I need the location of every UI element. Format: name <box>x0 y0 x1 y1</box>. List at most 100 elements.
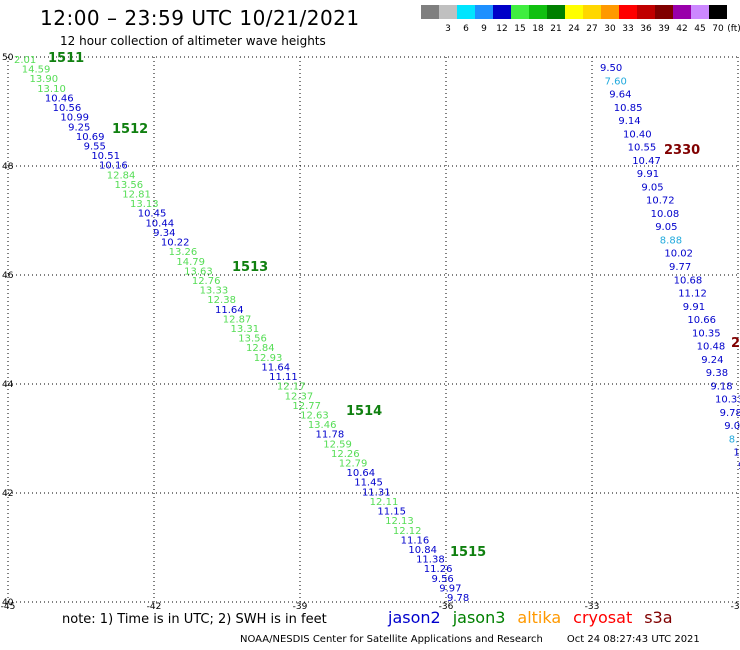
wave-height-value: 9.25 <box>68 122 90 133</box>
longitude-tick: -39 <box>293 602 308 610</box>
axis-tick-labels: -45 -42 -39 -36 -33 -30 50 48 46 44 42 40 <box>1 53 740 610</box>
wave-height-map: -45 -42 -39 -36 -33 -30 50 48 46 44 42 40 2.0114.59… <box>1 51 740 610</box>
satellite-legend: jason2 jason3 altika cryosat s3a <box>388 608 685 627</box>
color-scale-swatch <box>439 5 457 19</box>
pass-number-label: 2330 <box>664 143 700 158</box>
color-scale-swatch <box>601 5 619 19</box>
color-scale-label: 39 <box>658 24 670 34</box>
wave-height-value: 12.26 <box>331 449 360 460</box>
wave-height-value: 12.81 <box>122 190 151 201</box>
wave-height-value: 13.13 <box>130 199 159 210</box>
wave-height-value: 8.88 <box>660 235 682 246</box>
wave-height-value: 12.79 <box>339 459 368 470</box>
legend-entry: s3a <box>644 608 673 627</box>
wave-height-value: 10.44 <box>145 218 174 229</box>
color-scale-unit: (ft) <box>727 24 740 34</box>
color-scale-label: 42 <box>676 24 688 34</box>
color-scale-swatch <box>565 5 583 19</box>
color-scale-swatch <box>637 5 655 19</box>
generated-timestamp: Oct 24 08:27:43 UTC 2021 <box>566 634 700 645</box>
color-scale-label: 18 <box>532 24 544 34</box>
color-scale-label: 33 <box>622 24 634 34</box>
wave-height-value: 10.56 <box>53 103 82 114</box>
longitude-tick: -33 <box>585 602 600 610</box>
color-scale-swatch <box>475 5 493 19</box>
wave-height-value: 13.90 <box>29 74 58 85</box>
longitude-tick: -36 <box>439 602 454 610</box>
legend-entry: jason3 <box>452 608 506 627</box>
wave-height-value: 12.77 <box>292 401 321 412</box>
wave-height-value: 9.91 <box>637 169 659 180</box>
wave-height-value: 11.16 <box>401 535 430 546</box>
wave-height-value: 10.22 <box>161 238 190 249</box>
wave-height-value: 9.38 <box>706 368 728 379</box>
wave-height-value: 12.87 <box>223 314 252 325</box>
legend-entry: altika <box>517 608 562 627</box>
wave-height-value: 11.31 <box>362 487 391 498</box>
credit-org: NOAA/NESDIS Center for Satellite Applica… <box>240 634 543 645</box>
wave-height-value: 2.01 <box>14 55 36 66</box>
wave-height-value: 9.55 <box>84 141 106 152</box>
pass-labels: 1511 1512 1513 1514 1515 2330 2 <box>48 51 740 560</box>
wave-height-value: 12.38 <box>207 295 236 306</box>
latitude-tick: 46 <box>2 271 14 281</box>
wave-height-value: 11.64 <box>261 362 290 373</box>
longitude-tick: -42 <box>147 602 162 610</box>
wave-height-value: 11.38 <box>416 555 445 566</box>
color-scale-label: 12 <box>496 24 508 34</box>
color-scale-swatch <box>493 5 511 19</box>
wave-height-value: 9.05 <box>655 222 677 233</box>
latitude-tick: 48 <box>2 162 14 172</box>
wave-height-value: 10.08 <box>651 209 680 220</box>
wave-height-value: 11.78 <box>316 430 345 441</box>
credit-line: NOAA/NESDIS Center for Satellite Applica… <box>240 634 700 645</box>
longitude-tick: -45 <box>1 602 16 610</box>
color-scale-label: 3 <box>445 24 451 34</box>
color-scale-swatch <box>655 5 673 19</box>
map-title: 12:00 – 23:59 UTC 10/21/2021 <box>40 6 360 30</box>
color-scale-label: 21 <box>550 24 562 34</box>
pass-number-label: 1512 <box>112 122 148 137</box>
wave-height-value: 9.97 <box>439 583 461 594</box>
wave-height-value: 13.10 <box>37 84 66 95</box>
wave-height-value: 10.40 <box>623 129 652 140</box>
wave-height-value: 11.12 <box>678 289 707 300</box>
latitude-tick: 50 <box>2 53 14 63</box>
wave-height-value: 13.33 <box>200 286 229 297</box>
wave-height-value: 11.64 <box>215 305 244 316</box>
color-scale-label: 6 <box>463 24 469 34</box>
wave-height-value: 10.84 <box>408 545 437 556</box>
color-scale-swatch <box>583 5 601 19</box>
color-scale-label: 27 <box>586 24 598 34</box>
wave-height-value: 10.45 <box>138 209 167 220</box>
wave-height-value: 7.60 <box>605 76 627 87</box>
wave-height-value: 11.45 <box>354 478 383 489</box>
color-scale-label: 70 <box>712 24 724 34</box>
pass-number-label: 2 <box>731 336 740 351</box>
satellite-track-a: 2.0114.5913.9013.1010.4610.5610.999.2510… <box>14 55 469 604</box>
wave-height-value: 12.13 <box>385 516 414 527</box>
map-subtitle: 12 hour collection of altimeter wave hei… <box>60 34 326 48</box>
wave-height-value: 9.56 <box>432 574 454 585</box>
wave-height-value: 11.15 <box>377 507 406 518</box>
wave-height-value: 13.56 <box>115 180 144 191</box>
wave-height-value: 9.77 <box>669 262 691 273</box>
longitude-tick: -30 <box>731 602 740 610</box>
wave-height-value: 8. <box>729 434 739 445</box>
color-scale-label: 15 <box>514 24 526 34</box>
wave-height-value: 12.84 <box>107 170 136 181</box>
color-scale-swatch <box>691 5 709 19</box>
wave-height-value: 12.84 <box>246 343 275 354</box>
wave-height-value: 12.59 <box>323 439 352 450</box>
pass-number-label: 1513 <box>232 260 268 275</box>
pass-number-label: 1514 <box>346 404 382 419</box>
pass-number-label: 1511 <box>48 51 84 66</box>
color-scale-label: 30 <box>604 24 616 34</box>
wave-height-value: 12.12 <box>393 526 422 537</box>
wave-height-value: 10.72 <box>646 196 675 207</box>
wave-height-value: 10.55 <box>628 143 657 154</box>
wave-height-value: 10.68 <box>674 275 703 286</box>
satellite-track-b: 9.50 7.60 9.64 10.85 9.14 10.40 10.55 10.47 9.91… <box>600 63 740 472</box>
footnote: note: 1) Time is in UTC; 2) SWH is in fe… <box>62 612 327 627</box>
wave-height-value: 12.37 <box>285 391 314 402</box>
